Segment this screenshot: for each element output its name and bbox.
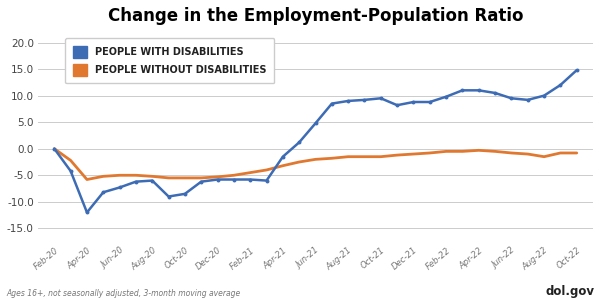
Point [556,82,565,87]
Point [229,177,239,182]
Text: dol.gov: dol.gov [545,286,594,298]
Point [180,191,190,196]
Point [131,179,141,184]
Point [490,91,500,95]
Point [376,96,386,101]
Point [66,169,76,173]
Point [115,185,124,190]
Point [98,190,108,195]
Point [409,100,418,104]
Point [311,121,320,126]
Point [392,103,402,108]
Point [458,88,467,93]
Point [196,179,206,184]
Point [262,178,271,183]
Point [278,154,287,159]
Point [539,93,549,98]
Point [82,210,92,215]
Point [572,68,581,73]
Point [343,98,353,103]
Point [359,98,369,102]
Point [245,177,255,182]
Point [327,101,337,106]
Text: Ages 16+, not seasonally adjusted, 3-month moving average: Ages 16+, not seasonally adjusted, 3-mon… [6,290,240,298]
Point [213,177,223,182]
Point [148,178,157,183]
Point [506,96,516,101]
Point [442,94,451,99]
Point [50,146,59,151]
Title: Change in the Employment-Population Ratio: Change in the Employment-Population Rati… [108,7,523,25]
Point [164,194,173,199]
Point [523,98,533,102]
Point [295,140,304,145]
Legend: PEOPLE WITH DISABILITIES, PEOPLE WITHOUT DISABILITIES: PEOPLE WITH DISABILITIES, PEOPLE WITHOUT… [65,38,274,83]
Point [425,100,434,104]
Point [474,88,484,93]
